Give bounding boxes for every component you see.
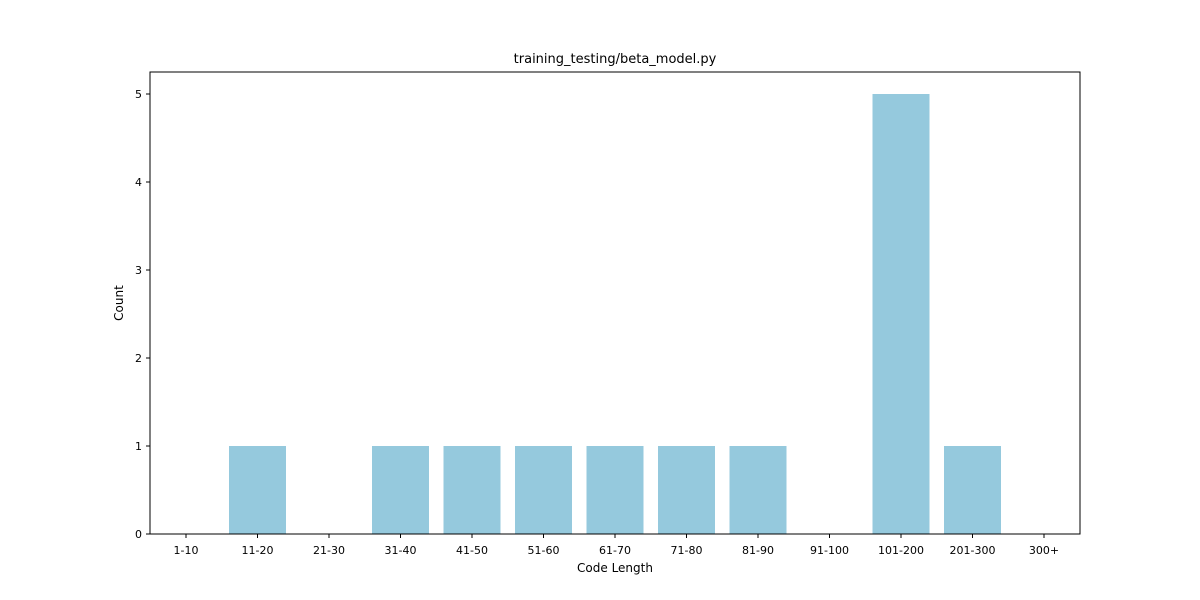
x-tick-label: 61-70 xyxy=(599,544,631,557)
x-tick-label: 31-40 xyxy=(385,544,417,557)
x-tick-label: 91-100 xyxy=(810,544,849,557)
x-tick-label: 101-200 xyxy=(878,544,924,557)
bar-11-20 xyxy=(229,446,286,534)
x-tick-label: 201-300 xyxy=(950,544,996,557)
y-tick-label: 0 xyxy=(135,528,142,541)
bar-61-70 xyxy=(587,446,644,534)
x-tick-label: 71-80 xyxy=(671,544,703,557)
x-axis: 1-10 11-20 21-30 31-40 41-50 51-60 61-70 71-80 8… xyxy=(174,534,1060,557)
chart-title: training_testing/beta_model.py xyxy=(514,52,717,67)
x-tick-label: 300+ xyxy=(1029,544,1059,557)
bar-31-40 xyxy=(372,446,429,534)
bars-layer xyxy=(229,94,1001,534)
y-tick-label: 2 xyxy=(135,352,142,365)
x-tick-label: 11-20 xyxy=(242,544,274,557)
bar-51-60 xyxy=(515,446,572,534)
bar-101-200 xyxy=(873,94,930,534)
y-tick-label: 4 xyxy=(135,176,142,189)
bar-71-80 xyxy=(658,446,715,534)
y-tick-label: 5 xyxy=(135,88,142,101)
y-tick-label: 1 xyxy=(135,440,142,453)
x-tick-label: 21-30 xyxy=(313,544,345,557)
y-axis: 0 1 2 3 4 5 xyxy=(135,88,150,541)
bar-201-300 xyxy=(944,446,1001,534)
x-tick-label: 51-60 xyxy=(528,544,560,557)
x-tick-label: 81-90 xyxy=(742,544,774,557)
x-axis-label: Code Length xyxy=(577,561,653,575)
y-axis-label: Count xyxy=(112,285,126,321)
x-tick-label: 1-10 xyxy=(174,544,199,557)
y-tick-label: 3 xyxy=(135,264,142,277)
bar-41-50 xyxy=(444,446,501,534)
bar-81-90 xyxy=(730,446,787,534)
x-tick-label: 41-50 xyxy=(456,544,488,557)
